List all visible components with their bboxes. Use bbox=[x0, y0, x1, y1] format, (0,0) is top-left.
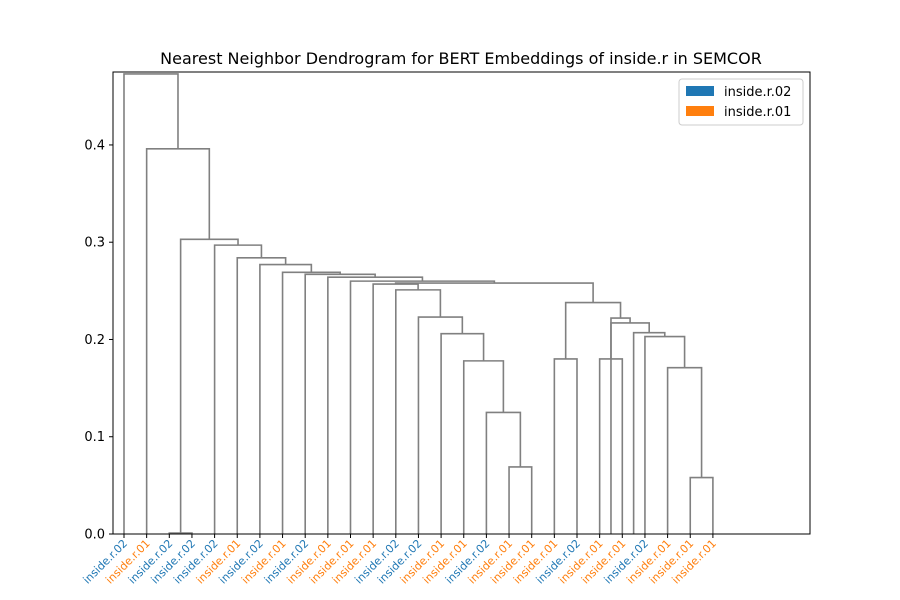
dendrogram-links bbox=[123, 73, 714, 534]
legend-swatch-inside-r-02 bbox=[686, 86, 714, 96]
dendrogram-link bbox=[236, 256, 287, 534]
plot-frame bbox=[112, 71, 811, 535]
y-tick-label: 0.2 bbox=[84, 333, 105, 348]
dendrogram-link bbox=[564, 301, 622, 359]
dendrogram-link bbox=[145, 148, 211, 534]
dendrogram-link bbox=[349, 280, 496, 534]
legend: inside.r.02 inside.r.01 bbox=[678, 78, 804, 126]
y-tick-label: 0.3 bbox=[84, 236, 105, 251]
x-axis-leaf-labels: inside.r.02inside.r.01inside.r.02inside.… bbox=[81, 534, 719, 586]
dendrogram-link bbox=[462, 360, 505, 534]
dendrogram-link bbox=[610, 317, 631, 359]
legend-label-inside-r-02: inside.r.02 bbox=[724, 85, 791, 100]
y-tick-label: 0.4 bbox=[84, 138, 105, 153]
legend-label-inside-r-01: inside.r.01 bbox=[724, 105, 791, 120]
dendrogram-link bbox=[179, 238, 239, 534]
chart-title: Nearest Neighbor Dendrogram for BERT Emb… bbox=[160, 49, 762, 68]
plot-area bbox=[113, 72, 810, 534]
y-axis: 0.0 0.1 0.2 0.3 0.4 bbox=[84, 138, 113, 543]
legend-swatch-inside-r-01 bbox=[686, 106, 714, 116]
dendrogram-link bbox=[440, 332, 485, 534]
y-tick-label: 0.0 bbox=[84, 528, 105, 543]
dendrogram-link bbox=[123, 73, 179, 534]
y-tick-label: 0.1 bbox=[84, 430, 105, 445]
dendrogram-link bbox=[644, 335, 686, 534]
dendrogram-link bbox=[372, 283, 419, 534]
dendrogram-link bbox=[610, 322, 650, 534]
